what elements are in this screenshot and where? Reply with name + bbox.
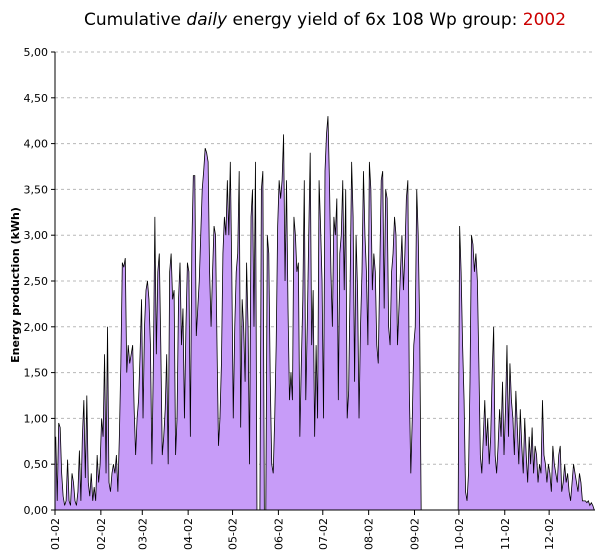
title-suffix: energy yield of 6x 108 Wp group: bbox=[227, 10, 523, 30]
y-tick-label: 5,00 bbox=[24, 46, 49, 59]
y-tick-label: 3,50 bbox=[24, 183, 49, 196]
y-tick-label: 1,00 bbox=[24, 412, 49, 425]
y-tick-label: 1,50 bbox=[24, 367, 49, 380]
x-tick-label: 06-02 bbox=[272, 518, 285, 550]
y-tick-label: 2,00 bbox=[24, 321, 49, 334]
y-tick-label: 0,50 bbox=[24, 458, 49, 471]
x-tick-label: 11-02 bbox=[499, 518, 512, 550]
y-tick-label: 4,00 bbox=[24, 138, 49, 151]
x-tick-label: 10-02 bbox=[453, 518, 466, 550]
x-tick-label: 03-02 bbox=[136, 518, 149, 550]
x-tick-label: 01-02 bbox=[49, 518, 62, 550]
series-area bbox=[55, 116, 595, 511]
y-tick-label: 4,50 bbox=[24, 92, 49, 105]
title-prefix: Cumulative bbox=[83, 10, 187, 30]
y-tick-label: 3,00 bbox=[24, 229, 49, 242]
axes: 0,00 0,50 1,00 1,50 2,00 2,50 3,00 3,50 4,00 4,50… bbox=[24, 46, 595, 550]
title-year: 2002 bbox=[522, 10, 567, 30]
x-tick-label: 08-02 bbox=[363, 518, 376, 550]
x-tick-label: 12-02 bbox=[543, 518, 556, 550]
x-tick-label: 05-02 bbox=[227, 518, 240, 550]
y-tick-label: 0,00 bbox=[24, 504, 49, 517]
x-tick-label: 04-02 bbox=[182, 518, 195, 550]
x-tick-label: 07-02 bbox=[317, 518, 330, 550]
chart-title: Cumulative daily energy yield of 6x 108 … bbox=[0, 10, 610, 30]
x-tick-label: 02-02 bbox=[95, 518, 108, 550]
title-emphasis: daily bbox=[186, 10, 228, 30]
x-tick-label: 09-02 bbox=[409, 518, 422, 550]
series-line bbox=[55, 116, 595, 511]
y-tick-label: 2,50 bbox=[24, 275, 49, 288]
y-axis-label: Energy production (kWh) bbox=[9, 207, 22, 363]
